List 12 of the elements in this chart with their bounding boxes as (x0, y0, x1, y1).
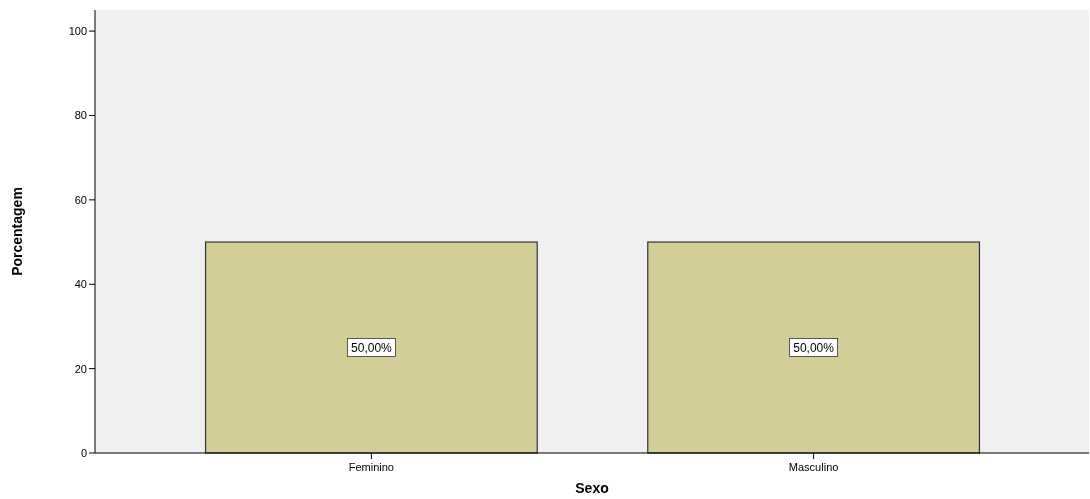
x-tick-label: Feminino (348, 461, 395, 473)
x-axis-title: Sexo (575, 480, 609, 496)
y-tick-label: 20 (74, 362, 87, 375)
y-tick-label: 100 (68, 25, 87, 38)
y-tick-label: 80 (74, 109, 87, 122)
y-axis-title: Porcentagem (9, 187, 25, 276)
x-tick-label: Masculino (788, 461, 839, 473)
data-label: 50,00% (351, 340, 393, 355)
y-tick-label: 60 (74, 193, 87, 206)
y-tick-label: 0 (80, 447, 87, 459)
y-tick-label: 40 (74, 278, 87, 291)
data-label: 50,00% (793, 340, 835, 355)
